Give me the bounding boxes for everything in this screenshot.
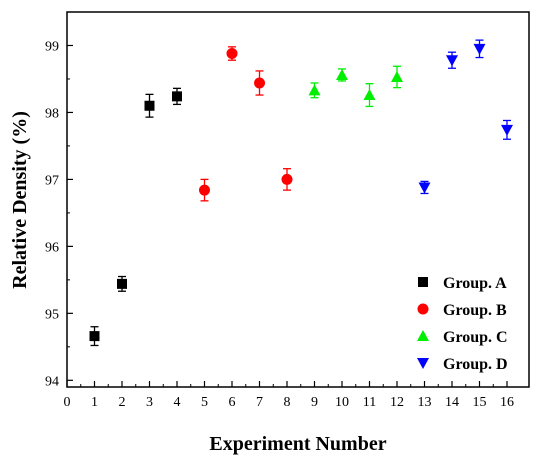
data-point	[446, 55, 458, 67]
data-point	[172, 91, 182, 102]
y-tick-label: 94	[45, 374, 59, 389]
y-tick-label: 96	[45, 240, 59, 255]
data-point	[226, 48, 238, 60]
data-point	[473, 43, 486, 55]
y-tick-label: 97	[45, 173, 59, 188]
y-tick-label: 95	[45, 307, 59, 322]
x-axis-title: Experiment Number	[209, 433, 386, 455]
data-point	[308, 84, 321, 96]
legend-label: Group. D	[443, 356, 508, 373]
y-axis-title: Relative Density (%)	[9, 111, 31, 289]
data-point	[391, 70, 403, 82]
data-point	[117, 278, 127, 289]
legend-marker	[418, 277, 428, 287]
y-tick-label: 98	[45, 106, 59, 121]
data-point	[281, 173, 293, 185]
x-tick-label: 12	[390, 395, 404, 410]
x-tick-label: 2	[119, 395, 126, 410]
data-points	[89, 39, 513, 347]
legend-label: Group. B	[443, 302, 507, 319]
y-tick-label: 99	[45, 39, 59, 54]
x-tick-label: 9	[311, 395, 318, 410]
legend-label: Group. A	[443, 275, 507, 292]
data-point	[336, 68, 348, 80]
x-tick-label: 6	[229, 395, 236, 410]
x-tick-label: 5	[201, 395, 208, 410]
x-tick-label: 4	[174, 395, 181, 410]
x-tick-label: 13	[418, 395, 432, 410]
data-point	[254, 77, 265, 89]
legend-marker	[417, 330, 429, 341]
data-point	[89, 331, 100, 342]
data-point	[501, 124, 513, 136]
x-tick-label: 16	[500, 395, 514, 410]
data-point	[144, 100, 155, 111]
plot-area	[66, 11, 530, 388]
x-tick-label: 11	[363, 395, 376, 410]
x-tick-label: 7	[256, 395, 263, 410]
x-tick-label: 0	[64, 395, 71, 410]
legend-label: Group. C	[443, 329, 508, 346]
legend-marker	[417, 303, 429, 315]
data-point	[363, 89, 376, 101]
data-point	[199, 184, 210, 196]
x-tick-label: 14	[445, 395, 459, 410]
x-tick-label: 10	[335, 395, 349, 410]
data-point	[418, 182, 431, 194]
legend: Group. A Group. B Group. C Group. D	[417, 275, 508, 373]
x-tick-label: 3	[146, 395, 153, 410]
x-tick-label: 15	[473, 395, 487, 410]
x-tick-label: 8	[284, 395, 291, 410]
x-tick-label: 1	[91, 395, 98, 410]
legend-marker	[417, 358, 429, 369]
